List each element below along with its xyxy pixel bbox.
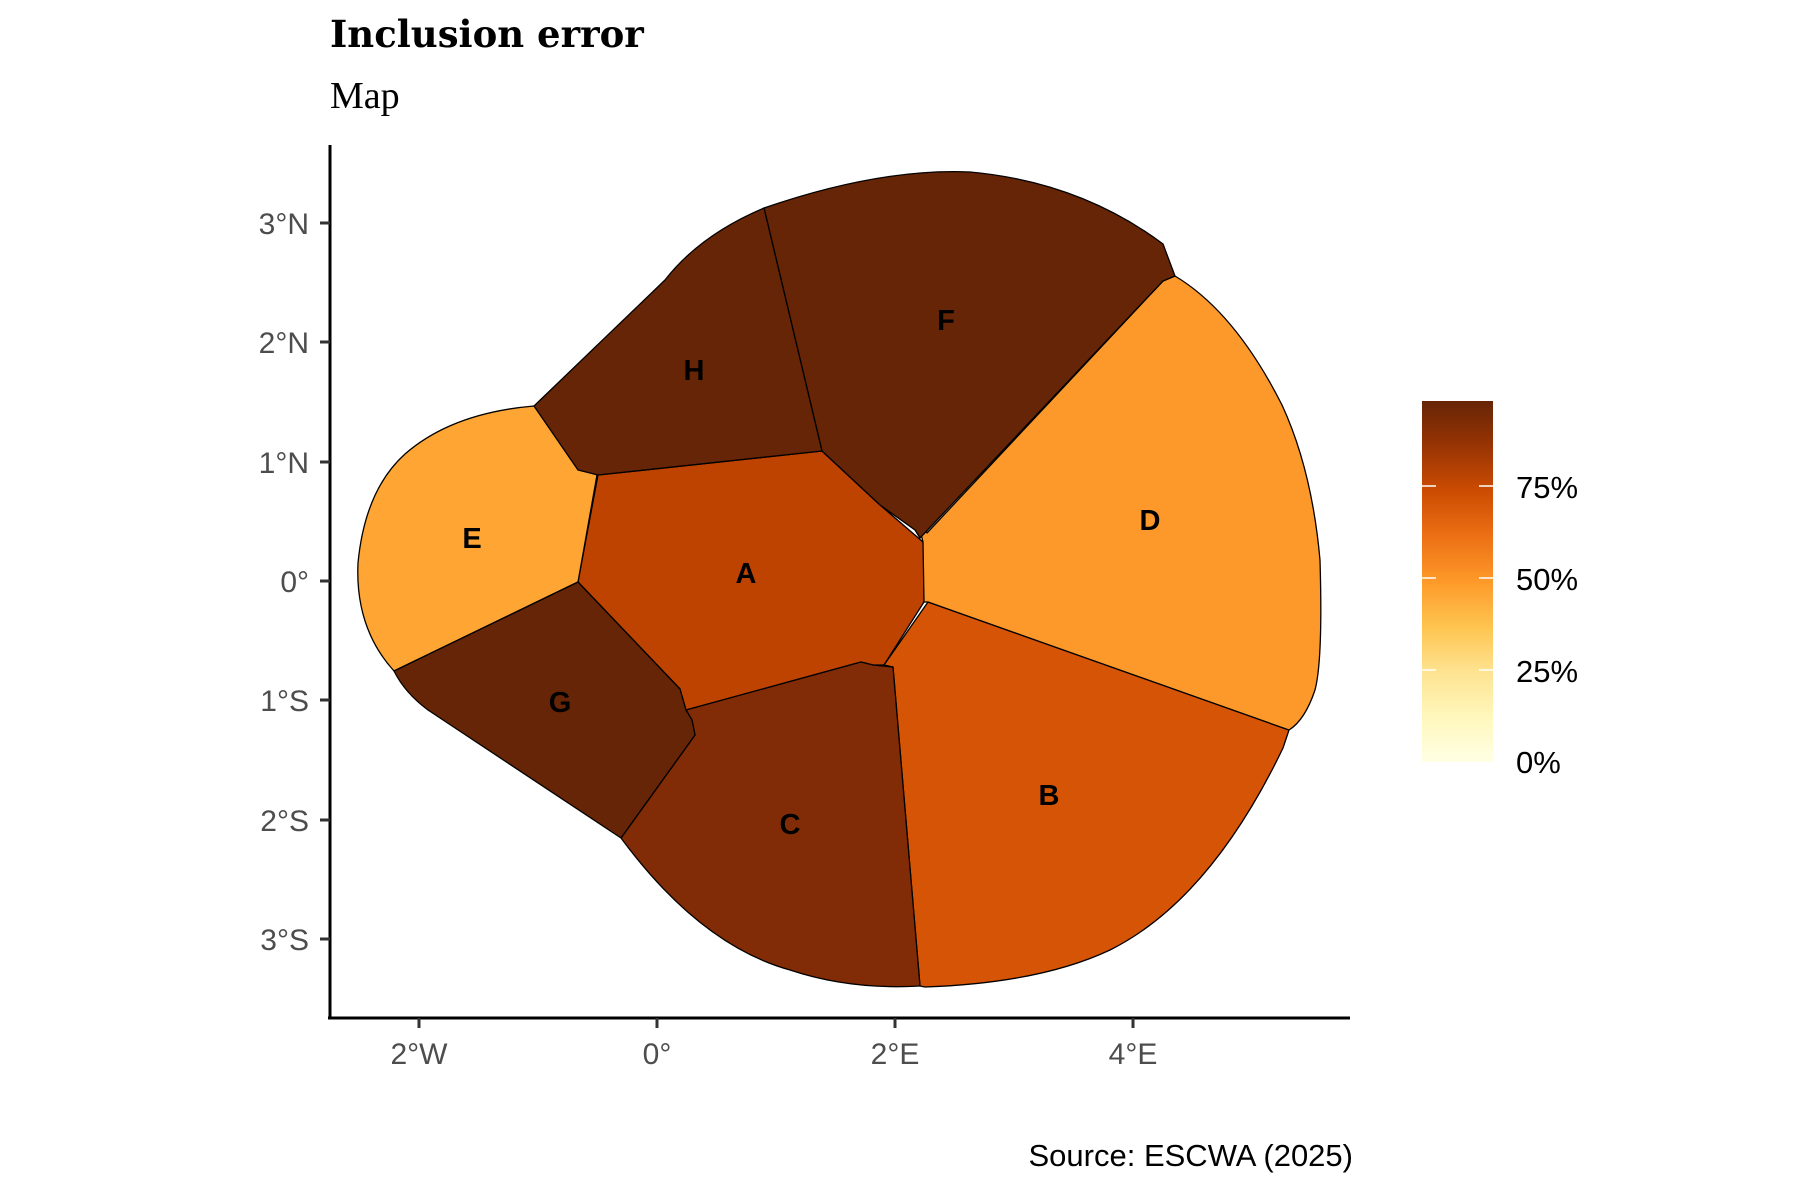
region-E [357, 405, 598, 672]
legend-label: 75% [1516, 470, 1578, 505]
region-label-D: D [1140, 505, 1161, 537]
legend-label: 0% [1516, 745, 1561, 780]
region-C [620, 661, 921, 988]
y-tick-label: 2°S [260, 805, 309, 838]
y-tick-label: 1°N [259, 447, 309, 480]
region-label-B: B [1039, 780, 1060, 812]
region-label-C: C [780, 809, 801, 841]
region-H [533, 207, 823, 476]
y-tick-label: 2°N [259, 327, 309, 360]
legend-label: 25% [1516, 654, 1578, 689]
region-F [763, 171, 1176, 539]
y-tick-label: 3°S [260, 924, 309, 957]
region-label-G: G [549, 687, 572, 719]
region-label-E: E [462, 523, 481, 555]
chart-caption: Source: ESCWA (2025) [1028, 1138, 1354, 1173]
legend-label: 50% [1516, 562, 1578, 597]
region-label-F: F [937, 305, 955, 337]
chart-subtitle: Map [330, 75, 400, 117]
region-label-H: H [684, 355, 705, 387]
x-tick-label: 2°W [391, 1038, 449, 1071]
y-tick-label: 0° [280, 566, 309, 599]
y-tick-label: 3°N [259, 208, 309, 241]
x-tick-label: 0° [643, 1038, 672, 1071]
region-G [393, 581, 696, 839]
y-tick-label: 1°S [260, 685, 309, 718]
legend-colorbar [1422, 401, 1493, 762]
region-B [883, 601, 1290, 988]
x-tick-label: 2°E [871, 1038, 920, 1071]
region-label-A: A [736, 558, 757, 590]
chart-title: Inclusion error [330, 12, 644, 56]
x-tick-label: 4°E [1109, 1038, 1158, 1071]
